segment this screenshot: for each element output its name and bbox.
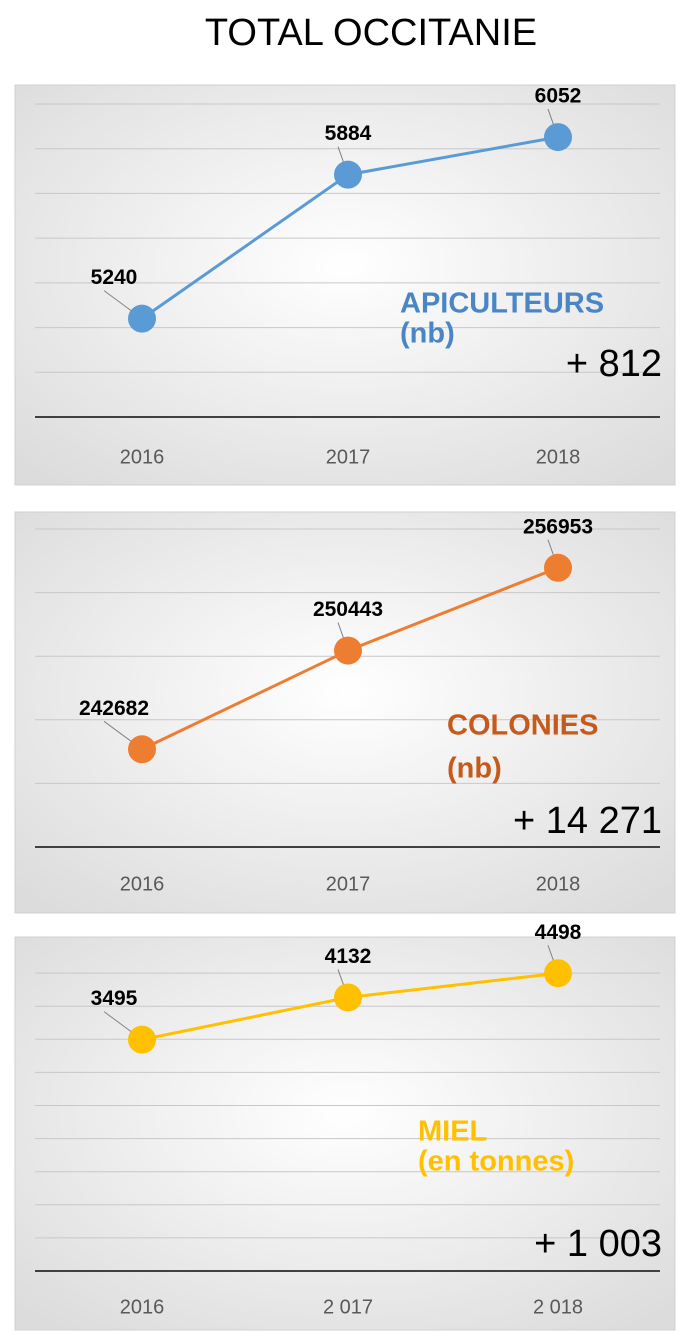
x-tick-label: 2 017: [323, 1296, 373, 1318]
data-label: 242682: [79, 697, 149, 720]
chart-panel: [14, 84, 676, 486]
data-point: [128, 304, 156, 333]
x-tick-label: 2017: [326, 873, 371, 895]
delta-label: + 812: [566, 343, 662, 385]
series-label: MIEL: [418, 1116, 487, 1148]
x-tick-label: 2 018: [533, 1296, 583, 1318]
data-point: [544, 959, 572, 988]
data-label: 3495: [91, 987, 138, 1010]
delta-label: + 1 003: [534, 1223, 662, 1265]
series-label: COLONIES: [447, 710, 598, 742]
x-tick-label: 2016: [120, 1296, 165, 1318]
x-tick-label: 2018: [536, 873, 581, 895]
page-title: TOTAL OCCITANIE: [205, 12, 537, 54]
x-tick-label: 2016: [120, 873, 165, 895]
data-label: 4498: [535, 921, 582, 944]
data-point: [128, 1025, 156, 1054]
x-tick-label: 2017: [326, 446, 371, 468]
delta-label: + 14 271: [513, 800, 662, 842]
data-point: [544, 553, 572, 582]
x-tick-label: 2018: [536, 446, 581, 468]
data-point: [544, 123, 572, 152]
data-label: 4132: [325, 945, 372, 968]
data-label: 256953: [523, 515, 593, 538]
data-label: 250443: [313, 598, 383, 621]
x-tick-label: 2016: [120, 446, 165, 468]
series-label: (nb): [447, 753, 502, 785]
series-label: (en tonnes): [418, 1146, 574, 1178]
series-label: (nb): [400, 318, 455, 350]
series-label: APICULTEURS: [400, 288, 604, 320]
data-label: 5240: [91, 266, 138, 289]
data-point: [334, 983, 362, 1012]
data-label: 6052: [535, 85, 582, 108]
data-point: [334, 160, 362, 189]
data-point: [334, 636, 362, 665]
data-label: 5884: [325, 122, 372, 145]
data-point: [128, 735, 156, 764]
